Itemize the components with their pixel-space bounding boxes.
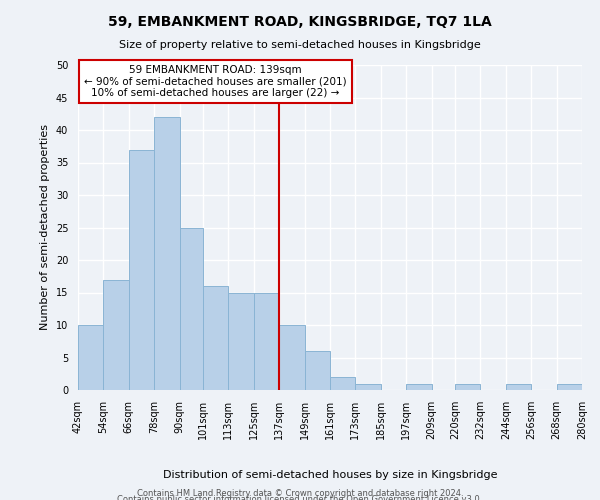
Bar	[305, 351, 330, 390]
Bar	[254, 292, 279, 390]
Bar	[330, 377, 355, 390]
Bar	[154, 117, 179, 390]
Bar	[229, 292, 254, 390]
Bar	[203, 286, 229, 390]
Y-axis label: Number of semi-detached properties: Number of semi-detached properties	[40, 124, 50, 330]
Bar	[103, 280, 129, 390]
Bar	[279, 325, 305, 390]
Text: 59, EMBANKMENT ROAD, KINGSBRIDGE, TQ7 1LA: 59, EMBANKMENT ROAD, KINGSBRIDGE, TQ7 1L…	[108, 15, 492, 29]
Bar	[557, 384, 582, 390]
Bar	[455, 384, 481, 390]
Text: Distribution of semi-detached houses by size in Kingsbridge: Distribution of semi-detached houses by …	[163, 470, 497, 480]
Bar	[78, 325, 103, 390]
Bar	[179, 228, 203, 390]
Bar	[506, 384, 531, 390]
Text: Contains HM Land Registry data © Crown copyright and database right 2024.: Contains HM Land Registry data © Crown c…	[137, 489, 463, 498]
Bar	[129, 150, 154, 390]
Text: Size of property relative to semi-detached houses in Kingsbridge: Size of property relative to semi-detach…	[119, 40, 481, 50]
Text: 59 EMBANKMENT ROAD: 139sqm
← 90% of semi-detached houses are smaller (201)
10% o: 59 EMBANKMENT ROAD: 139sqm ← 90% of semi…	[85, 65, 347, 98]
Bar	[406, 384, 431, 390]
Text: Contains public sector information licensed under the Open Government Licence v3: Contains public sector information licen…	[118, 495, 482, 500]
Bar	[355, 384, 381, 390]
